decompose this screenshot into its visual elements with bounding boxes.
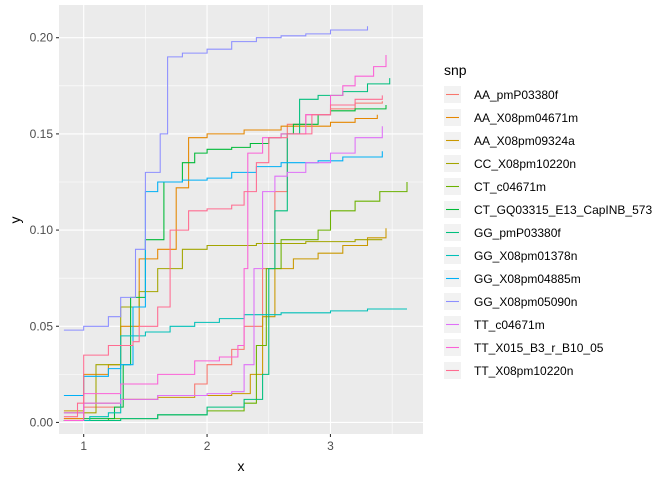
legend-label: GG_X08pm01378n <box>474 249 577 263</box>
legend-label: CT_c04671m <box>474 180 546 194</box>
y-tick-label: 0.20 <box>30 31 54 45</box>
legend-label: CT_GQ03315_E13_CapINB_573 <box>474 203 652 217</box>
x-axis-title: x <box>238 458 245 474</box>
legend-title: snp <box>444 62 467 78</box>
legend-item: AA_X08pm04671m <box>444 109 578 126</box>
legend-label: TT_X08pm10220n <box>474 364 573 378</box>
legend-item: CT_GQ03315_E13_CapINB_573 <box>444 201 652 218</box>
legend-label: CC_X08pm10220n <box>474 157 576 171</box>
legend-item: TT_c04671m <box>444 316 545 333</box>
legend-label: TT_c04671m <box>474 318 545 332</box>
y-axis-title: y <box>7 217 23 224</box>
legend-item: AA_X08pm09324a <box>444 132 575 149</box>
minor-grid <box>59 5 423 434</box>
legend-label: AA_X08pm09324a <box>474 134 575 148</box>
y-tick-label: 0.15 <box>30 127 54 141</box>
x-axis: 1 2 3 <box>80 434 334 453</box>
legend-label: AA_X08pm04671m <box>474 111 578 125</box>
series-line-11 <box>63 55 387 422</box>
legend-item: CT_c04671m <box>444 178 546 195</box>
x-tick-label: 3 <box>327 439 334 453</box>
legend-item: CC_X08pm10220n <box>444 155 576 172</box>
legend-label: AA_pmP03380f <box>474 88 559 102</box>
legend: AA_pmP03380f AA_X08pm04671m AA_X08pm09324a… <box>444 86 652 379</box>
legend-item: AA_pmP03380f <box>444 86 559 103</box>
y-tick-label: 0.05 <box>30 319 54 333</box>
legend-item: TT_X015_B3_r_B10_05 <box>444 339 604 356</box>
legend-item: TT_X08pm10220n <box>444 362 573 379</box>
legend-label: GG_X08pm05090n <box>474 295 577 309</box>
legend-item: GG_X08pm01378n <box>444 247 577 264</box>
x-tick-label: 2 <box>204 439 211 453</box>
y-tick-label: 0.00 <box>30 415 54 429</box>
legend-item: GG_X08pm05090n <box>444 293 577 310</box>
plot-panel <box>59 5 423 434</box>
series-line-7 <box>63 308 407 422</box>
series-line-10 <box>63 126 383 414</box>
series-line-12 <box>63 95 383 418</box>
legend-item: GG_X08pm04885m <box>444 270 581 287</box>
series-lines <box>63 26 408 422</box>
series-line-8 <box>63 151 383 397</box>
y-axis: 0.00 0.05 0.10 0.15 0.20 <box>30 31 59 429</box>
legend-item: GG_pmP03380f <box>444 224 561 241</box>
series-line-9 <box>63 26 369 331</box>
legend-label: TT_X015_B3_r_B10_05 <box>474 341 604 355</box>
x-tick-label: 1 <box>80 439 87 453</box>
legend-label: GG_X08pm04885m <box>474 272 581 286</box>
y-tick-label: 0.10 <box>30 223 54 237</box>
legend-label: GG_pmP03380f <box>474 226 561 240</box>
